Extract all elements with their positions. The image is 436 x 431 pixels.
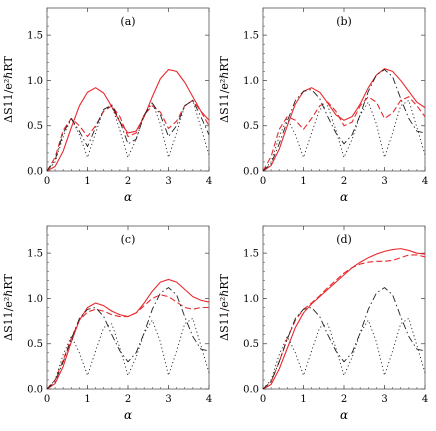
y-tick-label: 0.5 xyxy=(27,121,43,132)
series-line-solid xyxy=(46,278,210,390)
x-tick-label: 0 xyxy=(260,394,266,405)
x-tick-label: 1 xyxy=(300,176,306,187)
series-line-dotted xyxy=(46,99,210,172)
x-axis-label: α xyxy=(340,190,348,204)
series-line-dashdot xyxy=(46,99,210,172)
panel-d: 0 1 2 3 4 0.0 0.5 1.0 1.5 (d) α ΔS11/e²ℏRT xyxy=(218,225,428,422)
panel-c: 0 1 2 3 4 0.0 0.5 1.0 1.5 (c) α ΔS11/e²ℏRT xyxy=(2,225,212,422)
x-tick-label: 0 xyxy=(260,176,266,187)
x-tick-label: 2 xyxy=(125,394,131,405)
series-line-dotted xyxy=(262,99,426,172)
panel-a: 0 1 2 3 4 0.0 0.5 1.0 1.5 (a) α ΔS11/e²ℏRT xyxy=(2,7,212,204)
panel-label: (a) xyxy=(120,15,135,28)
x-tick-label: 0 xyxy=(44,176,50,187)
x-tick-label: 4 xyxy=(422,394,428,405)
x-tick-label: 1 xyxy=(84,394,90,405)
y-tick-label: 0.0 xyxy=(27,385,43,396)
x-tick-label: 3 xyxy=(381,394,387,405)
x-axis-label: α xyxy=(124,408,132,422)
x-tick-label: 3 xyxy=(165,176,171,187)
series-line-dashed xyxy=(46,99,210,172)
series-line-solid xyxy=(46,69,210,172)
y-tick-label: 0.0 xyxy=(27,167,43,178)
x-tick-label: 3 xyxy=(165,394,171,405)
series-line-dashed xyxy=(262,96,426,172)
x-tick-label: 4 xyxy=(206,394,212,405)
series-line-dashdot xyxy=(262,69,426,172)
panel-label: (c) xyxy=(121,233,136,246)
y-axis-label: ΔS11/e²ℏRT xyxy=(2,274,15,341)
x-tick-label: 4 xyxy=(206,176,212,187)
x-tick-label: 4 xyxy=(422,176,428,187)
x-axis-label: α xyxy=(340,408,348,422)
x-tick-label: 0 xyxy=(44,394,50,405)
y-tick-label: 0.5 xyxy=(243,121,259,132)
plot-frame xyxy=(262,7,426,172)
plot-frame xyxy=(46,225,210,390)
series-line-dashdot xyxy=(46,287,210,390)
series-line-solid xyxy=(262,68,426,172)
y-tick-label: 0.0 xyxy=(243,167,259,178)
panel-label: (d) xyxy=(336,233,352,246)
series-line-dashdot xyxy=(262,287,426,390)
x-tick-label: 3 xyxy=(381,176,387,187)
y-axis-label: ΔS11/e²ℏRT xyxy=(2,56,15,123)
x-tick-label: 1 xyxy=(84,176,90,187)
plot-frame xyxy=(46,7,210,172)
y-tick-label: 1.0 xyxy=(243,294,259,305)
y-tick-label: 0.5 xyxy=(27,339,43,350)
x-tick-label: 2 xyxy=(341,176,347,187)
y-tick-label: 1.5 xyxy=(27,31,43,42)
y-tick-label: 1.5 xyxy=(243,249,259,260)
y-tick-label: 1.0 xyxy=(243,76,259,87)
x-tick-label: 2 xyxy=(341,394,347,405)
x-tick-label: 2 xyxy=(125,176,131,187)
x-axis-label: α xyxy=(124,190,132,204)
panel-label: (b) xyxy=(336,15,352,28)
plot-frame xyxy=(262,225,426,390)
y-tick-label: 0.5 xyxy=(243,339,259,350)
series-line-solid xyxy=(262,248,426,390)
series-line-dotted xyxy=(46,317,210,390)
series-line-dotted xyxy=(262,317,426,390)
y-tick-label: 0.0 xyxy=(243,385,259,396)
y-axis-label: ΔS11/e²ℏRT xyxy=(218,274,231,341)
y-axis-label: ΔS11/e²ℏRT xyxy=(218,56,231,123)
y-tick-label: 1.0 xyxy=(27,76,43,87)
panel-b: 0 1 2 3 4 0.0 0.5 1.0 1.5 (b) α ΔS11/e²ℏRT xyxy=(218,7,428,204)
y-tick-label: 1.0 xyxy=(27,294,43,305)
x-tick-label: 1 xyxy=(300,394,306,405)
y-tick-label: 1.5 xyxy=(243,31,259,42)
y-tick-label: 1.5 xyxy=(27,249,43,260)
